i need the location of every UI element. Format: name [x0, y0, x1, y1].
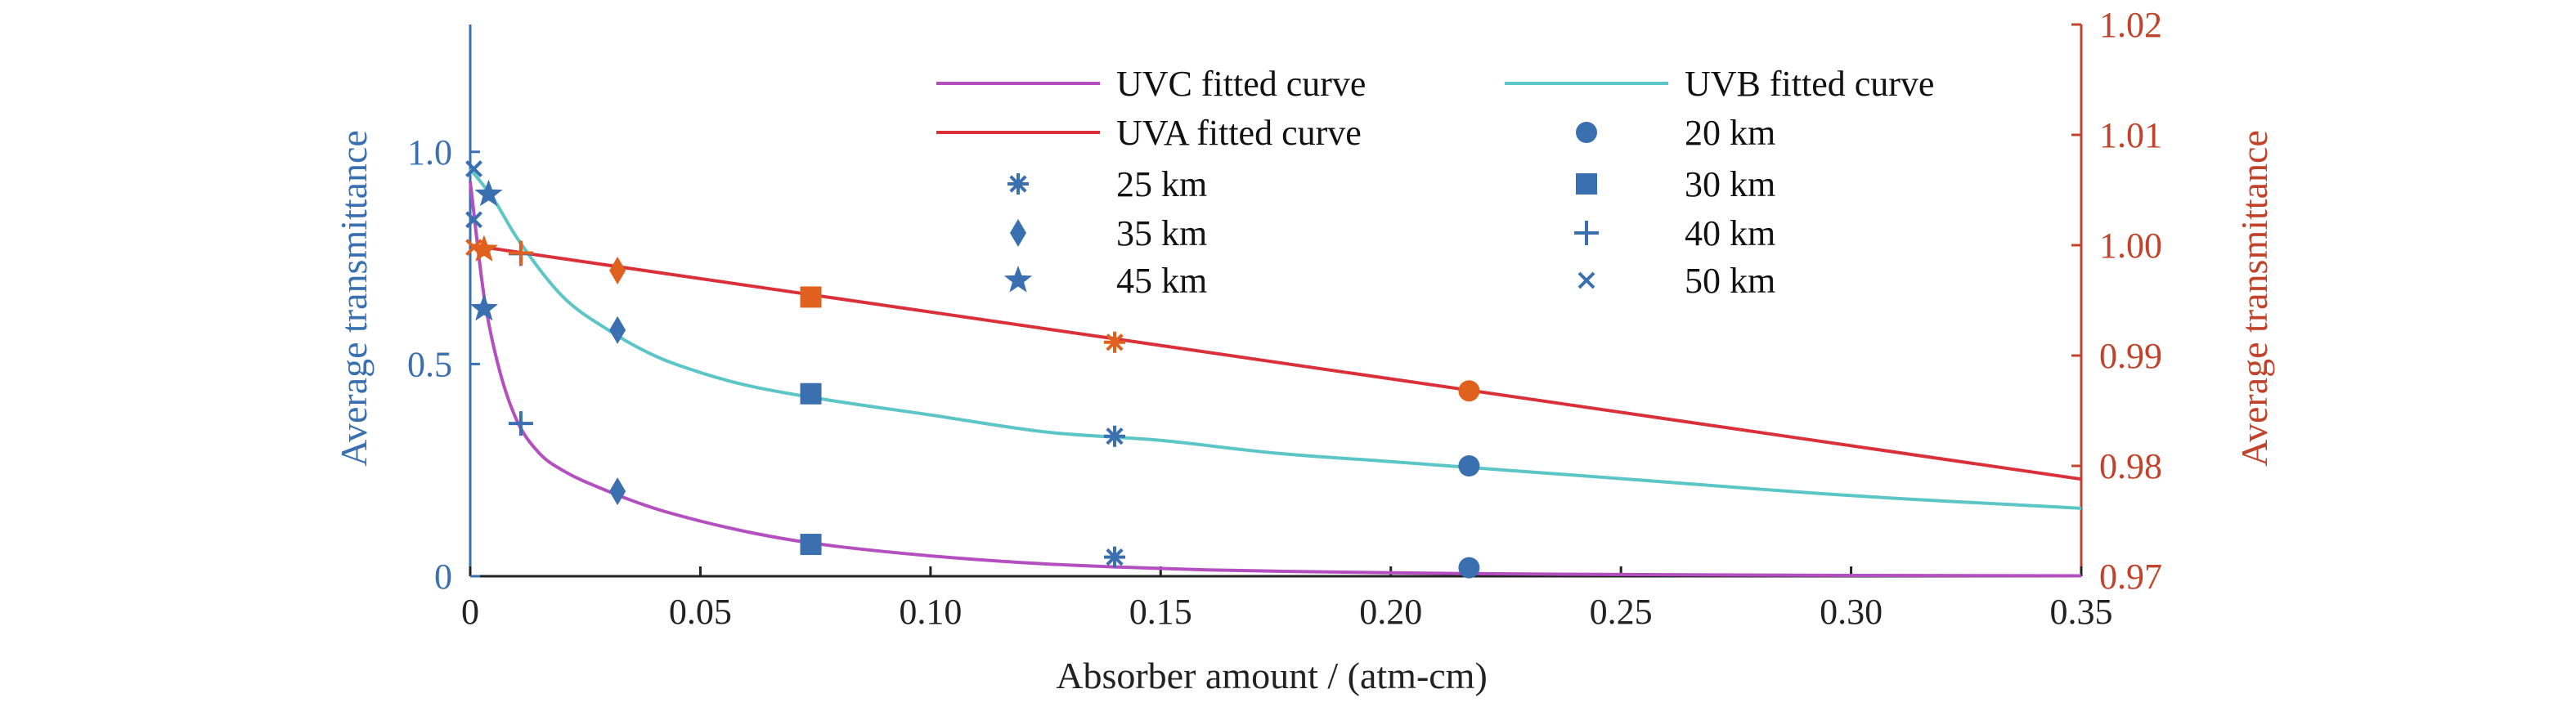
uvb-fitted-curve [469, 168, 2082, 510]
data-point-20-km-left [1458, 455, 1480, 477]
legend-marker-swatch [1008, 173, 1029, 195]
data-point-35-km-left [609, 315, 626, 344]
y-right-tick-label: 1.01 [2099, 115, 2162, 155]
legend-label: 20 km [1685, 113, 1775, 153]
data-point-30-km-left [800, 383, 822, 405]
data-point-45-km-left [474, 179, 503, 207]
legend-label: UVC fitted curve [1116, 64, 1366, 104]
data-point-40-km-uva [508, 240, 533, 266]
data-point-20-km-uva [1458, 380, 1480, 402]
data-point-25-km-left [1104, 425, 1125, 447]
y-right-tick-label: 0.98 [2099, 446, 2162, 486]
legend-marker-swatch [1010, 219, 1026, 247]
data-point-45-km-uva [469, 235, 498, 262]
y-left-tick-label: 0.5 [407, 344, 452, 384]
legend-marker-swatch [1574, 221, 1599, 245]
chart-ticks: 0 0.05 0.10 0.15 0.20 0.25 0.30 0.35 0 0.5 1.0 0.97… [407, 5, 2162, 632]
y-right-tick-label: 0.97 [2099, 557, 2162, 597]
x-tick-label: 0.35 [2050, 592, 2113, 632]
x-axis-title: Absorber amount / (atm-cm) [1056, 655, 1488, 696]
data-point-35-km-left [609, 477, 626, 506]
x-tick-label: 0.20 [1359, 592, 1422, 632]
data-point-50-km-left [465, 211, 482, 229]
x-tick-label: 0.05 [669, 592, 732, 632]
x-tick-label: 0.10 [899, 592, 962, 632]
x-tick-label: 0 [461, 592, 479, 632]
data-point-35-km-uva [609, 257, 626, 285]
chart-curves [469, 168, 2082, 578]
chart-legend: UVC fitted curve UVB fitted curve UVA fitt… [936, 64, 1934, 301]
y-axis-left-title: Average transmittance [333, 130, 375, 467]
legend-marker-swatch [1576, 173, 1597, 195]
legend-marker-swatch [1577, 271, 1595, 289]
legend-marker-swatch [1003, 266, 1033, 293]
y-axis-right-title: Average transmittance [2233, 130, 2275, 467]
x-tick-label: 0.25 [1590, 592, 1653, 632]
legend-label: 50 km [1685, 261, 1775, 301]
chart-points [465, 160, 1480, 579]
legend-label: UVB fitted curve [1685, 64, 1934, 104]
x-tick-label: 0.30 [1820, 592, 1883, 632]
uva-fitted-curve [469, 244, 2082, 481]
data-point-20-km-left [1458, 557, 1480, 579]
legend-label: 35 km [1116, 213, 1207, 253]
y-right-tick-label: 0.99 [2099, 336, 2162, 376]
data-point-30-km-uva [800, 286, 822, 308]
y-left-tick-label: 0 [434, 557, 452, 597]
data-point-50-km-left [465, 160, 482, 177]
x-tick-label: 0.15 [1129, 592, 1192, 632]
legend-label: 40 km [1685, 213, 1775, 253]
y-right-tick-label: 1.02 [2099, 5, 2162, 45]
y-left-tick-label: 1.0 [407, 132, 452, 172]
uvc-fitted-curve [469, 181, 2082, 578]
data-point-25-km-left [1104, 546, 1125, 568]
data-point-50-km-uva [465, 239, 482, 257]
data-point-30-km-left [800, 534, 822, 556]
y-right-tick-label: 1.00 [2099, 226, 2162, 266]
legend-label: 30 km [1685, 164, 1775, 204]
data-point-40-km-left [508, 411, 533, 436]
legend-label: 45 km [1116, 261, 1207, 301]
data-point-25-km-uva [1104, 331, 1125, 353]
legend-label: UVA fitted curve [1116, 113, 1362, 153]
legend-label: 25 km [1116, 164, 1207, 204]
legend-marker-swatch [1576, 122, 1597, 143]
data-point-45-km-left [469, 293, 498, 321]
